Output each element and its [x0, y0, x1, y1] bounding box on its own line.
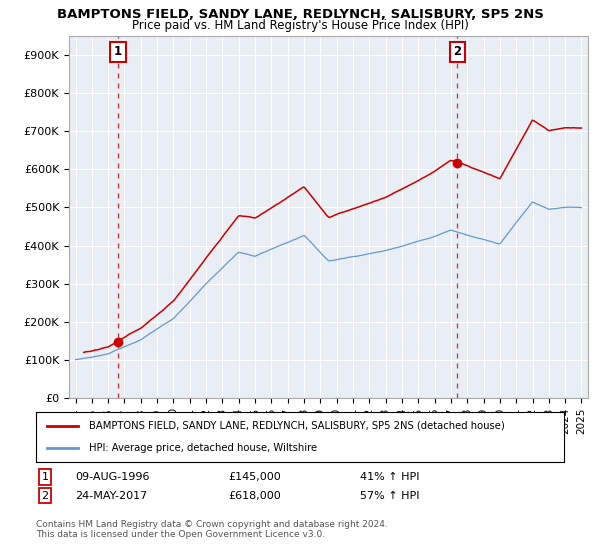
Text: BAMPTONS FIELD, SANDY LANE, REDLYNCH, SALISBURY, SP5 2NS (detached house): BAMPTONS FIELD, SANDY LANE, REDLYNCH, SA… [89, 421, 505, 431]
Text: BAMPTONS FIELD, SANDY LANE, REDLYNCH, SALISBURY, SP5 2NS: BAMPTONS FIELD, SANDY LANE, REDLYNCH, SA… [56, 8, 544, 21]
Text: Price paid vs. HM Land Registry's House Price Index (HPI): Price paid vs. HM Land Registry's House … [131, 19, 469, 32]
Text: 1: 1 [41, 472, 49, 482]
Text: 41% ↑ HPI: 41% ↑ HPI [360, 472, 419, 482]
Text: 1: 1 [114, 45, 122, 58]
Text: 2: 2 [41, 491, 49, 501]
Text: 09-AUG-1996: 09-AUG-1996 [75, 472, 149, 482]
Text: 24-MAY-2017: 24-MAY-2017 [75, 491, 147, 501]
Text: 2: 2 [454, 45, 461, 58]
Text: Contains HM Land Registry data © Crown copyright and database right 2024.
This d: Contains HM Land Registry data © Crown c… [36, 520, 388, 539]
Text: 57% ↑ HPI: 57% ↑ HPI [360, 491, 419, 501]
Text: £145,000: £145,000 [228, 472, 281, 482]
Text: £618,000: £618,000 [228, 491, 281, 501]
Text: HPI: Average price, detached house, Wiltshire: HPI: Average price, detached house, Wilt… [89, 443, 317, 453]
